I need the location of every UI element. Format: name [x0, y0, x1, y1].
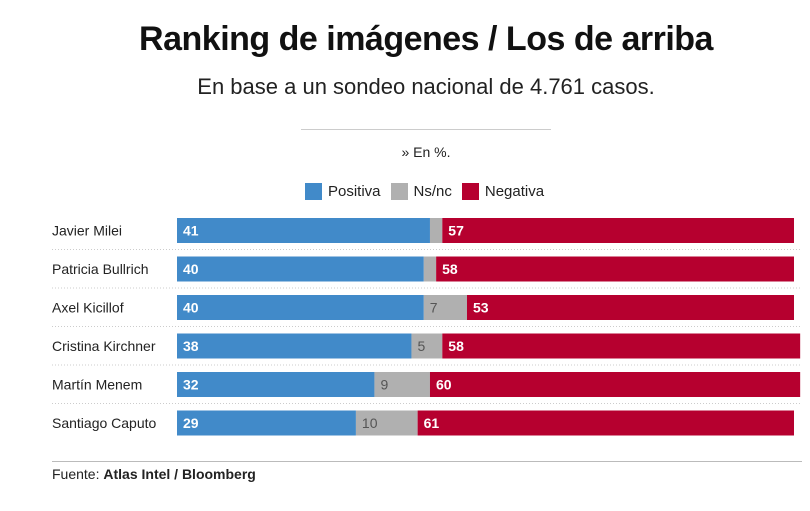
data-label: 9: [380, 377, 388, 393]
legend-label: Negativa: [484, 183, 545, 200]
data-label: 10: [362, 415, 378, 431]
source-note: Fuente: Atlas Intel / Bloomberg: [52, 466, 256, 482]
bar-segment-nsnc: [423, 295, 467, 320]
source-name: Atlas Intel / Bloomberg: [103, 466, 256, 482]
bar-segment-negativa: [442, 218, 794, 243]
bar-segment-nsnc: [429, 218, 443, 243]
bar-segment-negativa: [442, 333, 801, 359]
data-label: 40: [183, 261, 199, 277]
legend-label: Ns/nc: [413, 183, 452, 200]
data-label: 41: [183, 223, 199, 239]
bar-segment-nsnc: [355, 410, 418, 436]
data-label: 7: [430, 300, 438, 316]
footer-divider: [52, 461, 802, 462]
data-label: 32: [183, 377, 199, 393]
data-label: 58: [448, 338, 464, 354]
bar-segment-negativa: [417, 410, 794, 436]
data-label: 29: [183, 415, 199, 431]
bar-segment-negativa: [429, 372, 801, 397]
legend-item-positiva: Positiva: [305, 183, 381, 200]
category-label: Javier Milei: [52, 223, 122, 239]
data-label: 53: [473, 300, 489, 316]
legend-item-negativa: Negativa: [461, 183, 545, 200]
bar-segment-positiva: [177, 256, 424, 282]
bar-segment-positiva: [177, 372, 375, 397]
unit-note: » En %.: [401, 144, 451, 160]
bar-segment-nsnc: [374, 372, 430, 397]
bar-segment-positiva: [177, 218, 430, 243]
divider: [301, 129, 551, 130]
bar-segment-negativa: [466, 295, 794, 320]
legend: Positiva Ns/nc Negativa: [305, 183, 544, 200]
legend-swatch: [390, 183, 408, 200]
category-label: Axel Kicillof: [52, 300, 124, 316]
bar-segment-positiva: [177, 295, 424, 320]
bar-segment-negativa: [436, 256, 794, 282]
source-label: Fuente:: [52, 466, 100, 482]
category-label: Cristina Kirchner: [52, 338, 156, 354]
data-label: 38: [183, 338, 199, 354]
data-label: 58: [442, 261, 458, 277]
data-label: 61: [424, 415, 440, 431]
data-label: 57: [448, 223, 464, 239]
legend-swatch: [305, 183, 322, 200]
chart-subtitle: En base a un sondeo nacional de 4.761 ca…: [197, 74, 655, 99]
legend-item-nsnc: Ns/nc: [390, 183, 452, 200]
data-label: 60: [436, 377, 452, 393]
bar-segment-positiva: [177, 410, 356, 436]
category-label: Martín Menem: [52, 377, 142, 393]
legend-swatch: [461, 183, 479, 200]
category-label: Patricia Bullrich: [52, 261, 148, 277]
chart-title: Ranking de imágenes / Los de arriba: [139, 20, 713, 58]
legend-label: Positiva: [328, 183, 381, 200]
bar-segment-nsnc: [423, 256, 437, 282]
bar-segment-positiva: [177, 333, 412, 359]
bar-segment-nsnc: [411, 333, 443, 359]
data-label: 40: [183, 300, 199, 316]
data-label: 5: [417, 338, 425, 354]
category-label: Santiago Caputo: [52, 415, 157, 431]
